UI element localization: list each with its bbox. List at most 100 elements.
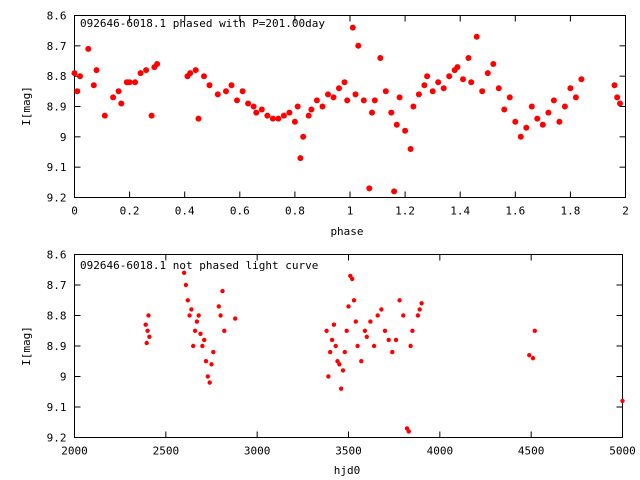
x-tick-label: 3500 [335, 445, 362, 458]
data-point [191, 343, 196, 349]
data-point [530, 356, 536, 361]
data-point [308, 106, 315, 113]
data-point [355, 343, 360, 349]
data-point [340, 368, 346, 373]
data-point [291, 118, 298, 125]
data-point [192, 67, 199, 74]
y-tick-label: 9 [60, 131, 67, 144]
data-point [429, 88, 436, 95]
data-point [532, 328, 537, 333]
unphased-light-curve-chart: 092646-6018.1 not phased light curve 8.6… [20, 249, 636, 478]
data-point [192, 328, 198, 333]
data-point [145, 328, 150, 333]
chart-title: 092646-6018.1 phased with P=201.00day [80, 17, 325, 30]
x-tick-label: 2000 [61, 445, 88, 458]
data-point [269, 115, 276, 122]
data-point [406, 429, 411, 434]
data-point [353, 319, 358, 324]
y-tick-label: 9.1 [47, 161, 67, 174]
plot-frame [74, 254, 623, 438]
data-point [479, 88, 486, 95]
data-point [495, 85, 502, 92]
data-point [421, 82, 428, 89]
data-point [90, 82, 97, 89]
y-tick-label: 8.6 [47, 249, 67, 262]
data-point [501, 106, 508, 113]
data-point [517, 133, 524, 140]
data-point [147, 334, 152, 339]
data-point [407, 146, 414, 152]
x-axis-label: phase [330, 225, 363, 238]
data-point [473, 33, 480, 40]
data-point [211, 349, 216, 355]
y-axis-label: I[mag] [20, 326, 33, 366]
phased-light-curve-chart: 092646-6018.1 phased with P=201.00day 8.… [20, 10, 629, 239]
data-point [342, 349, 347, 355]
y-tick-label: 8.9 [47, 340, 67, 353]
data-point [440, 85, 447, 92]
data-point [352, 91, 359, 98]
data-point [490, 61, 497, 67]
x-axis-ticks: 2000 2500 3000 3500 4000 4500 5000 [61, 254, 636, 458]
data-point [364, 334, 369, 339]
data-point [319, 103, 326, 110]
x-tick-label: 2500 [153, 445, 180, 458]
data-point [545, 109, 552, 116]
data-point [359, 359, 364, 364]
x-tick-label: 1.2 [395, 205, 415, 218]
x-tick-label: 0.6 [230, 205, 250, 218]
data-point [337, 362, 342, 367]
data-point [280, 112, 287, 119]
data-point [234, 97, 240, 104]
data-point [313, 97, 320, 104]
data-points [143, 270, 625, 434]
data-point [578, 76, 585, 83]
data-point [196, 313, 201, 318]
data-point [377, 55, 384, 61]
x-tick-label: 5000 [609, 445, 636, 458]
data-point [297, 155, 304, 162]
y-tick-label: 9.2 [47, 432, 67, 445]
data-point [415, 313, 421, 318]
data-point [408, 343, 413, 349]
data-point [401, 313, 406, 318]
data-point [379, 307, 384, 312]
data-point [350, 276, 355, 282]
data-point [506, 94, 513, 101]
y-axis-ticks: 8.6 8.7 8.8 8.9 9 9.1 9.2 [47, 10, 626, 205]
y-tick-label: 8.8 [47, 310, 67, 323]
data-point [460, 76, 466, 83]
x-tick-label: 1 [347, 205, 354, 218]
data-point [143, 67, 150, 74]
data-point [561, 103, 568, 110]
data-point [402, 127, 409, 134]
data-point [328, 349, 333, 355]
data-point [325, 91, 331, 98]
data-point [351, 298, 357, 303]
data-point [415, 91, 422, 98]
data-point [143, 322, 148, 327]
data-point [185, 298, 190, 303]
data-point [148, 112, 155, 119]
data-point [454, 64, 461, 71]
data-point [393, 121, 400, 128]
data-point [137, 70, 144, 77]
y-tick-label: 8.8 [47, 70, 67, 83]
data-point [233, 316, 238, 321]
data-point [214, 91, 221, 98]
data-point [362, 328, 368, 333]
data-point [205, 374, 210, 379]
data-point [390, 349, 395, 355]
data-point [446, 73, 453, 80]
data-point [206, 82, 213, 89]
data-point [346, 304, 351, 309]
x-tick-label: 1.4 [450, 205, 470, 218]
data-point [550, 97, 557, 104]
data-point [71, 70, 78, 77]
data-point [435, 79, 442, 86]
data-point [200, 343, 205, 349]
data-point [336, 85, 342, 92]
data-point [614, 94, 621, 101]
data-point [366, 185, 373, 192]
data-point [527, 353, 532, 358]
